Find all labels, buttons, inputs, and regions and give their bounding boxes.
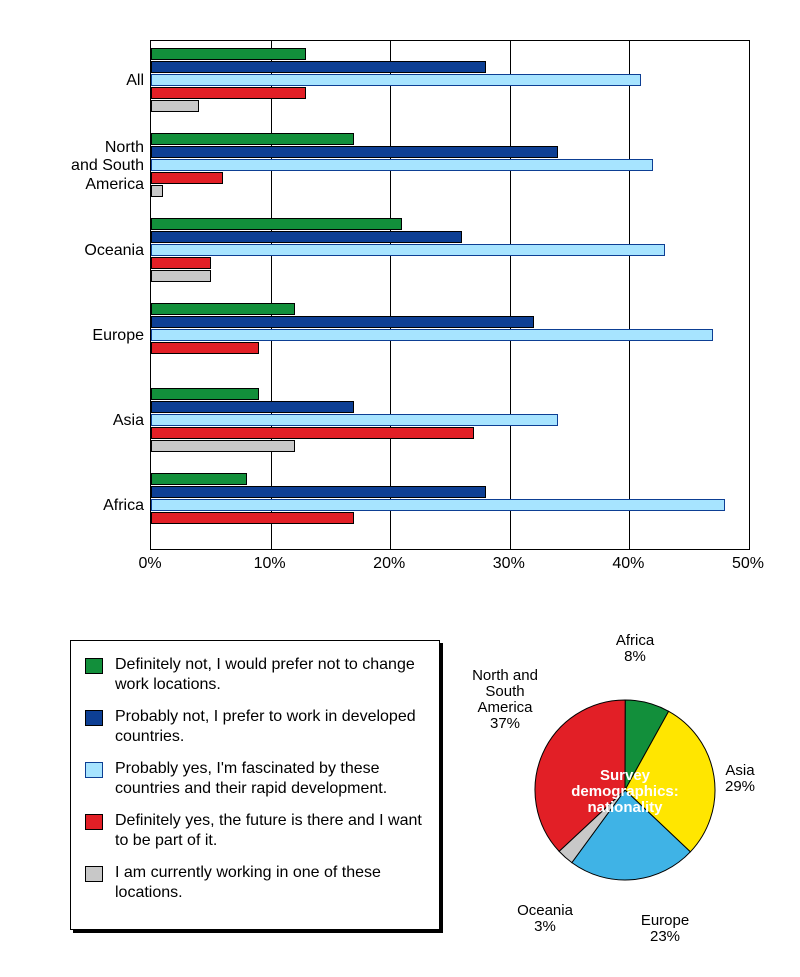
legend-box: Definitely not, I would prefer not to ch… (70, 640, 440, 930)
legend-swatch (85, 762, 103, 778)
lower-section: Definitely not, I would prefer not to ch… (30, 620, 770, 960)
category-label: Northand SouthAmerica (34, 139, 144, 194)
bar (151, 512, 354, 524)
legend-swatch (85, 710, 103, 726)
x-axis-tick-label: 40% (612, 555, 644, 573)
x-axis-tick-label: 20% (373, 555, 405, 573)
pie-slice-label: Africa8% (616, 632, 655, 665)
legend-item: Probably yes, I'm fascinated by these co… (85, 759, 425, 799)
gridline (510, 41, 511, 549)
page: 0% 10% 20% 30% 40% 50% All Northand SouthAmeric… (0, 0, 800, 977)
x-axis-tick-label: 30% (493, 555, 525, 573)
bar (151, 473, 247, 485)
legend-item: Definitely not, I would prefer not to ch… (85, 655, 425, 695)
bar (151, 303, 295, 315)
bar (151, 159, 653, 171)
pie-title: nationality (587, 799, 663, 816)
bar (151, 499, 725, 511)
pie-chart-svg: Surveydemographics:nationality North andS… (470, 625, 770, 955)
bar (151, 427, 474, 439)
legend-item: Definitely yes, the future is there and … (85, 811, 425, 851)
bar-chart-plot-area (150, 40, 750, 550)
gridline (629, 41, 630, 549)
pie-slice-label: North andSouthAmerica37% (472, 667, 538, 732)
bar (151, 133, 354, 145)
bar (151, 486, 486, 498)
bar (151, 257, 211, 269)
legend-swatch (85, 658, 103, 674)
x-axis-tick-label: 0% (138, 555, 161, 573)
bar (151, 244, 665, 256)
bar (151, 172, 223, 184)
gridline (271, 41, 272, 549)
legend-item: I am currently working in one of these l… (85, 863, 425, 903)
legend-label: Definitely yes, the future is there and … (115, 811, 425, 851)
bar (151, 414, 558, 426)
bar (151, 388, 259, 400)
bar (151, 100, 199, 112)
category-label: Africa (34, 497, 144, 515)
pie-slice-label: Oceania3% (517, 902, 574, 935)
category-label: Asia (34, 412, 144, 430)
bar (151, 329, 713, 341)
bar (151, 270, 211, 282)
bar (151, 185, 163, 197)
legend-swatch (85, 866, 103, 882)
bar (151, 231, 462, 243)
bar (151, 61, 486, 73)
category-label: Europe (34, 327, 144, 345)
bar (151, 48, 306, 60)
x-axis-tick-label: 50% (732, 555, 764, 573)
bar (151, 401, 354, 413)
legend-label: Probably yes, I'm fascinated by these co… (115, 759, 425, 799)
bar (151, 146, 558, 158)
bar-chart: 0% 10% 20% 30% 40% 50% All Northand SouthAmeric… (30, 30, 770, 590)
pie-title: Survey (600, 767, 651, 784)
bar (151, 316, 534, 328)
bar (151, 342, 259, 354)
bar (151, 87, 306, 99)
legend-label: I am currently working in one of these l… (115, 863, 425, 903)
category-label: Oceania (34, 242, 144, 260)
bar (151, 218, 402, 230)
pie-slice-label: Asia29% (725, 762, 755, 795)
pie-slice-label: Europe23% (641, 912, 689, 945)
category-label: All (34, 72, 144, 90)
legend-item: Probably not, I prefer to work in develo… (85, 707, 425, 747)
pie-title: demographics: (571, 783, 679, 800)
bar (151, 440, 295, 452)
legend-swatch (85, 814, 103, 830)
legend-label: Definitely not, I would prefer not to ch… (115, 655, 425, 695)
gridline (390, 41, 391, 549)
bar (151, 74, 641, 86)
legend-label: Probably not, I prefer to work in develo… (115, 707, 425, 747)
pie-chart: Surveydemographics:nationality North andS… (470, 625, 770, 955)
x-axis-tick-label: 10% (254, 555, 286, 573)
